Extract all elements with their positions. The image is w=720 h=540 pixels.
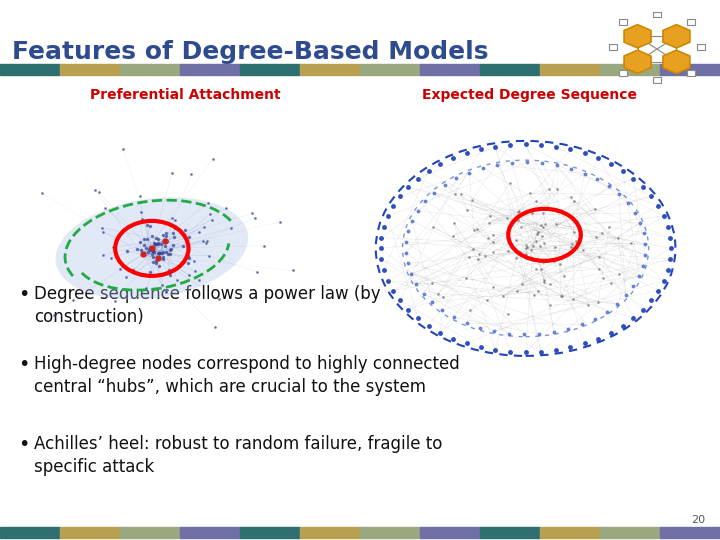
Bar [300,527,360,538]
Bar [0,527,60,538]
Bar [540,527,600,538]
Bar [653,77,661,83]
Bar [619,19,627,25]
Bar [180,64,240,75]
Bar [687,70,695,76]
Bar [60,527,120,538]
Bar [619,70,627,76]
Bar [240,527,300,538]
Bar [120,527,180,538]
Bar [480,64,540,75]
Bar [540,64,600,75]
Text: •: • [18,435,30,454]
Bar [600,527,660,538]
Bar [480,527,540,538]
Bar [240,64,300,75]
Text: 20: 20 [691,515,705,525]
Text: Features of Degree-Based Models: Features of Degree-Based Models [12,40,488,64]
Bar [360,527,420,538]
Bar [0,64,60,75]
Text: Expected Degree Sequence: Expected Degree Sequence [423,88,637,102]
Text: Preferential Attachment: Preferential Attachment [90,88,280,102]
Bar [300,64,360,75]
Bar [120,64,180,75]
Bar [420,64,480,75]
Ellipse shape [55,197,248,300]
Bar [360,64,420,75]
Bar [697,44,705,50]
Bar [60,64,120,75]
Bar [609,44,617,50]
Text: Degree sequence follows a power law (by
construction): Degree sequence follows a power law (by … [34,285,381,326]
Text: Achilles’ heel: robust to random failure, fragile to
specific attack: Achilles’ heel: robust to random failure… [34,435,442,476]
Bar [420,527,480,538]
Bar [653,11,661,17]
Bar [600,64,660,75]
Bar [180,527,240,538]
Bar [687,19,695,25]
Text: •: • [18,285,30,304]
Text: High-degree nodes correspond to highly connected
central “hubs”, which are cruci: High-degree nodes correspond to highly c… [34,355,460,396]
Bar [660,64,720,75]
Text: •: • [18,355,30,374]
Bar [660,527,720,538]
